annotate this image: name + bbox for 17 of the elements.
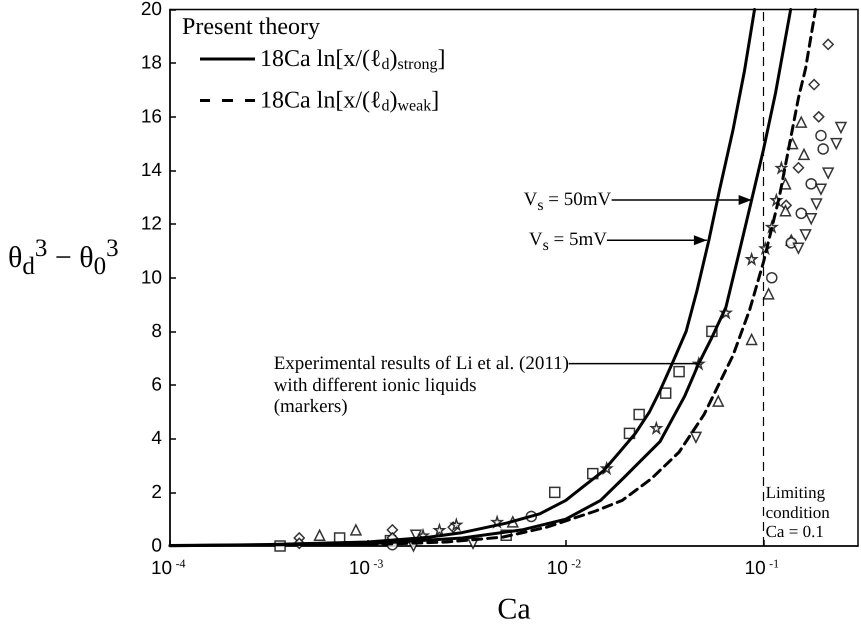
annotation: V$_{s}$ = 5mV bbox=[528, 229, 608, 256]
y-tick-label: 20 bbox=[140, 0, 162, 20]
y-tick-label: 6 bbox=[151, 374, 162, 396]
y-tick-label: 8 bbox=[151, 320, 162, 342]
y-tick-label: 2 bbox=[151, 482, 162, 503]
annotation: Present theory bbox=[182, 14, 320, 42]
y-tick-label: 4 bbox=[151, 428, 162, 450]
annotation: V$_{s}$ = 50mV bbox=[524, 189, 612, 216]
y-tick-label: 16 bbox=[140, 106, 162, 128]
y-tick-label: 12 bbox=[140, 214, 162, 235]
y-tick-label: 10 bbox=[140, 267, 162, 288]
y-tick-label: 14 bbox=[140, 160, 162, 181]
y-tick-label: 0 bbox=[151, 536, 162, 556]
annotation: Experimental results of Li et al. (2011) with different ionic liquids (markers) bbox=[274, 352, 569, 418]
ref-line-label: Limiting condition Ca = 0.1 bbox=[766, 483, 830, 542]
x-axis-title: Ca bbox=[497, 592, 531, 626]
y-tick-label: 18 bbox=[140, 52, 162, 74]
